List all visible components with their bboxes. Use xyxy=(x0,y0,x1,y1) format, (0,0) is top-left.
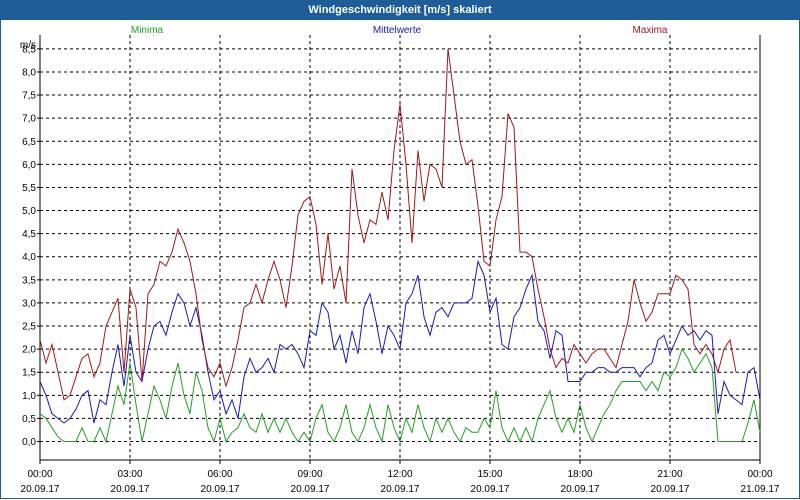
y-tick-label: 2,5 xyxy=(22,322,36,333)
axis-ticks: 0,0 0,5 1,0 1,5 2,0 2,5 3,0 3,5 4,0 4,5 5,0 5,5 6,0 6… xyxy=(20,40,780,495)
y-tick-label: 1,0 xyxy=(22,391,36,402)
y-tick-label: 6,0 xyxy=(22,160,36,171)
x-tick-date-label: 20.09.17 xyxy=(561,484,600,495)
x-tick-time-label: 18:00 xyxy=(567,469,592,480)
y-axis-unit-label: m/s xyxy=(20,40,36,51)
y-tick-label: 4,5 xyxy=(22,229,36,240)
x-tick-date-label: 20.09.17 xyxy=(111,484,150,495)
y-tick-label: 7,5 xyxy=(22,91,36,102)
x-tick-time-label: 12:00 xyxy=(387,469,412,480)
y-tick-label: 5,0 xyxy=(22,206,36,217)
x-tick-time-label: 00:00 xyxy=(27,469,52,480)
legend-entry-maxima: Maxima xyxy=(632,25,667,36)
x-tick-time-label: 15:00 xyxy=(477,469,502,480)
y-tick-label: 0,5 xyxy=(22,414,36,425)
y-tick-label: 8,0 xyxy=(22,67,36,78)
x-tick-time-label: 06:00 xyxy=(207,469,232,480)
y-tick-label: 3,5 xyxy=(22,275,36,286)
x-tick-time-label: 00:00 xyxy=(747,469,772,480)
chart-title: Windgeschwindigkeit [m/s] skaliert xyxy=(0,0,800,20)
y-tick-label: 0,0 xyxy=(22,437,36,448)
x-tick-date-label: 20.09.17 xyxy=(471,484,510,495)
series-line-mittelwerte xyxy=(39,259,761,424)
y-tick-label: 6,5 xyxy=(22,137,36,148)
x-tick-date-label: 20.09.17 xyxy=(21,484,60,495)
x-tick-date-label: 21.09.17 xyxy=(741,484,780,495)
legend-entry-mittelwerte: Mittelwerte xyxy=(373,25,422,36)
x-tick-date-label: 20.09.17 xyxy=(291,484,330,495)
x-tick-time-label: 03:00 xyxy=(117,469,142,480)
series-lines xyxy=(39,48,761,444)
x-tick-date-label: 20.09.17 xyxy=(381,484,420,495)
grid xyxy=(39,35,761,461)
x-tick-time-label: 09:00 xyxy=(297,469,322,480)
y-tick-label: 2,0 xyxy=(22,345,36,356)
y-tick-label: 7,0 xyxy=(22,114,36,125)
x-tick-date-label: 20.09.17 xyxy=(651,484,690,495)
series-line-minima xyxy=(39,347,761,444)
y-tick-label: 1,5 xyxy=(22,368,36,379)
legend: Minima Mittelwerte Maxima xyxy=(131,25,668,36)
y-tick-label: 3,0 xyxy=(22,298,36,309)
y-tick-label: 4,0 xyxy=(22,252,36,263)
x-tick-date-label: 20.09.17 xyxy=(201,484,240,495)
legend-entry-minima: Minima xyxy=(131,25,164,36)
y-tick-label: 5,5 xyxy=(22,183,36,194)
series-line-maxima xyxy=(39,48,737,401)
x-tick-time-label: 21:00 xyxy=(657,469,682,480)
y-tick-label: 8,5 xyxy=(22,44,36,55)
